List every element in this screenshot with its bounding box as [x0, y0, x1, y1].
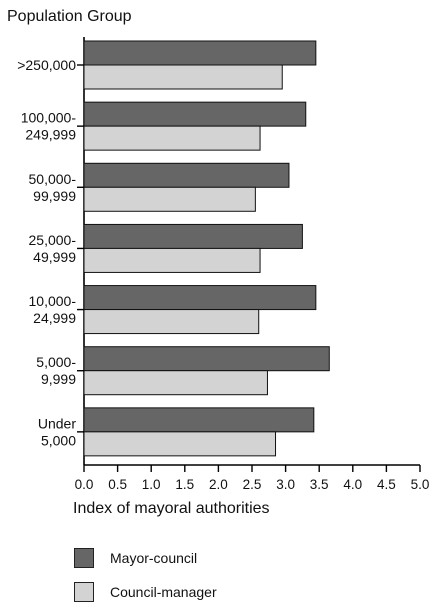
bar-council-manager-5 — [83, 370, 268, 396]
x-tick-label-10: 5.0 — [411, 477, 430, 492]
legend-swatch-council-manager — [74, 582, 94, 602]
x-tick-label-9: 4.5 — [377, 477, 396, 492]
chart: Population Group >250,000 100,000-249,999… — [7, 8, 429, 517]
bar-mayor-council-4 — [83, 285, 317, 311]
bar-council-manager-3 — [83, 247, 261, 273]
legend-swatch-mayor-council — [74, 548, 94, 568]
legend-item-mayor-council: Mayor-council — [74, 548, 217, 568]
category-label-2-1: 99,999 — [33, 188, 76, 204]
x-tick-label-5: 2.5 — [243, 477, 262, 492]
y-axis-title: Population Group — [7, 8, 132, 25]
x-tick-label-6: 3.0 — [276, 477, 295, 492]
legend-label-mayor-council: Mayor-council — [110, 550, 198, 566]
bar-council-manager-0 — [83, 64, 283, 90]
x-tick-label-2: 1.0 — [142, 477, 161, 492]
bar-mayor-council-0 — [83, 40, 317, 66]
legend-item-council-manager: Council-manager — [74, 582, 217, 602]
x-tick-label-8: 4.0 — [343, 477, 362, 492]
category-label-4-1: 24,999 — [33, 310, 76, 326]
category-label-1-1: 249,999 — [25, 127, 76, 143]
x-axis-title: Index of mayoral authorities — [73, 500, 270, 517]
category-label-3-0: 25,000- — [29, 232, 77, 248]
category-label-4-0: 10,000- — [29, 293, 77, 309]
x-tick-label-7: 3.5 — [310, 477, 329, 492]
legend: Mayor-council Council-manager — [74, 548, 217, 616]
legend-label-council-manager: Council-manager — [110, 584, 217, 600]
category-label-5-1: 9,999 — [41, 371, 76, 387]
category-label-0-0: >250,000 — [17, 57, 76, 73]
category-label-2-0: 50,000- — [29, 171, 77, 187]
category-label-6-0: Under — [38, 415, 76, 431]
category-label-5-0: 5,000- — [36, 354, 76, 370]
bar-mayor-council-2 — [83, 162, 290, 188]
bar-council-manager-1 — [83, 125, 261, 151]
plot-area: >250,000 100,000-249,999 50,000-99,999 25,0… — [17, 37, 429, 492]
x-tick-label-0: 0.0 — [75, 477, 94, 492]
bar-mayor-council-1 — [83, 101, 307, 127]
category-label-3-1: 49,999 — [33, 249, 76, 265]
bar-mayor-council-6 — [83, 407, 315, 433]
bar-mayor-council-5 — [83, 346, 330, 372]
bar-council-manager-4 — [83, 309, 260, 335]
bar-mayor-council-3 — [83, 223, 303, 249]
x-tick-label-3: 1.5 — [175, 477, 194, 492]
bar-council-manager-6 — [83, 431, 277, 457]
x-tick-label-4: 2.0 — [209, 477, 228, 492]
x-tick-label-1: 0.5 — [108, 477, 127, 492]
category-label-6-1: 5,000 — [41, 432, 76, 448]
bar-council-manager-2 — [83, 186, 256, 212]
category-label-1-0: 100,000- — [21, 110, 77, 126]
